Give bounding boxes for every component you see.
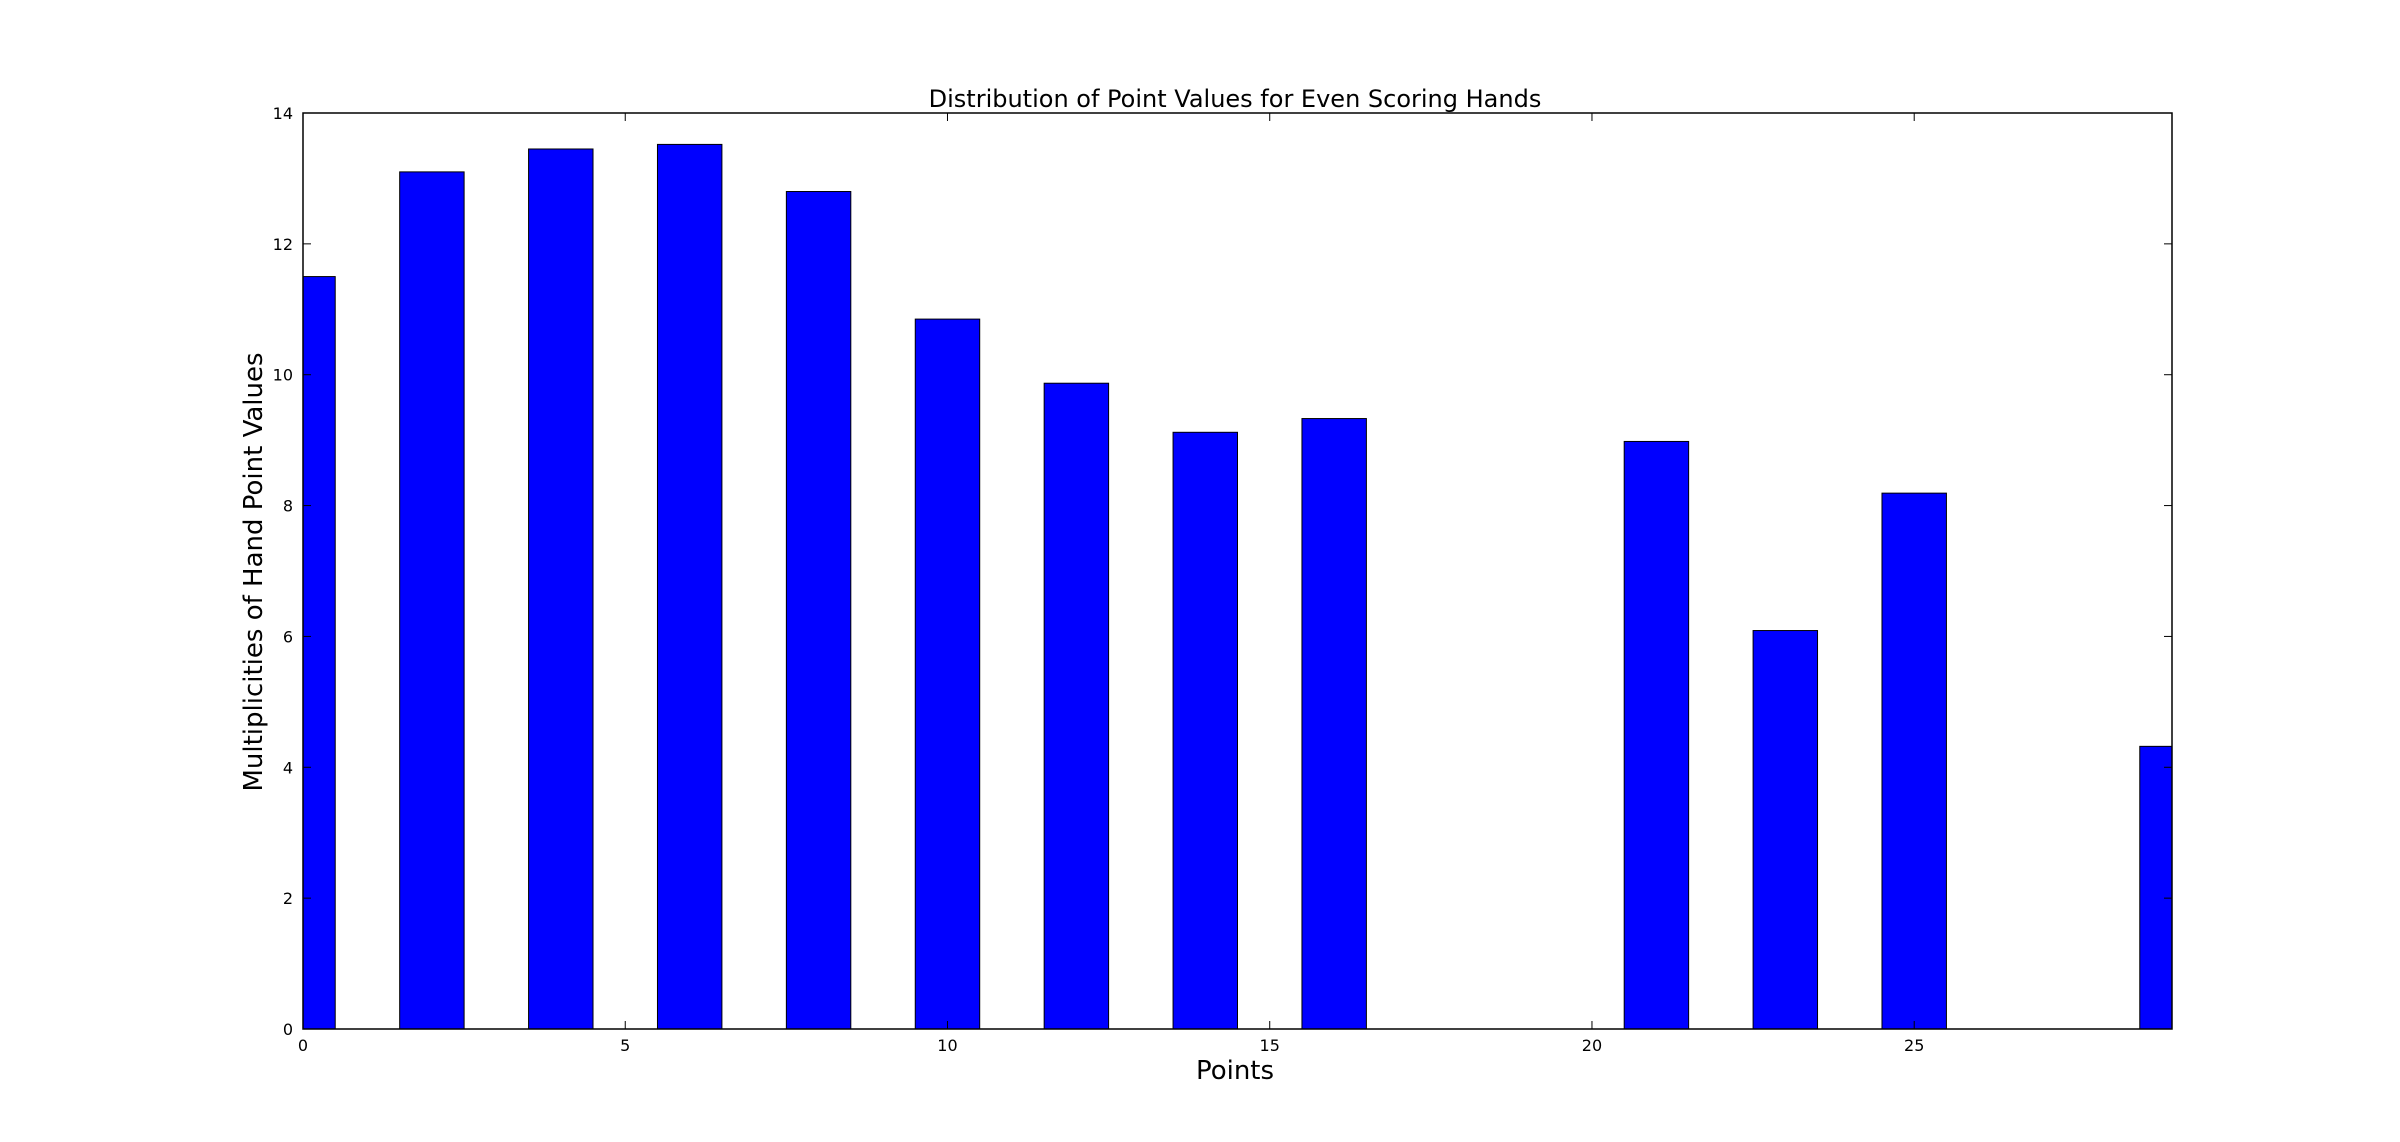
bar: [1752, 630, 1819, 1030]
x-tick-label: 20: [1582, 1036, 1602, 1055]
bars-layer: [302, 143, 2173, 1030]
x-tick-label: 5: [620, 1036, 630, 1055]
ticks-layer: 0 5 10 15 20 25 0 2 4 6 8 10 12 14: [273, 104, 2172, 1055]
y-tick-label: 14: [273, 104, 293, 123]
y-tick-label: 8: [283, 497, 293, 516]
x-tick-label: 15: [1260, 1036, 1280, 1055]
bar: [302, 276, 336, 1030]
bar: [1043, 382, 1110, 1030]
bar: [785, 191, 852, 1030]
y-axis-label: Multiplicities of Hand Point Values: [239, 352, 269, 791]
bar: [1301, 418, 1367, 1030]
bar: [2139, 745, 2173, 1030]
bar: [1881, 492, 1947, 1030]
x-tick-label: 0: [298, 1036, 308, 1055]
bar: [914, 318, 981, 1030]
bar: [528, 148, 594, 1030]
x-tick-label: 25: [1904, 1036, 1924, 1055]
y-tick-label: 0: [283, 1020, 293, 1039]
bar: [1172, 431, 1239, 1030]
y-tick-label: 12: [273, 235, 293, 254]
plot-frame: [302, 112, 2173, 1030]
y-tick-label: 6: [283, 627, 293, 646]
bar: [656, 143, 723, 1030]
y-tick-label: 2: [283, 889, 293, 908]
x-tick-label: 10: [937, 1036, 957, 1055]
chart-title: Distribution of Point Values for Even Sc…: [929, 85, 1542, 113]
y-tick-label: 4: [283, 758, 293, 777]
x-axis-label: Points: [1196, 1056, 1274, 1086]
bar: [399, 171, 465, 1030]
y-tick-label: 10: [273, 366, 293, 385]
bar: [1623, 440, 1690, 1030]
